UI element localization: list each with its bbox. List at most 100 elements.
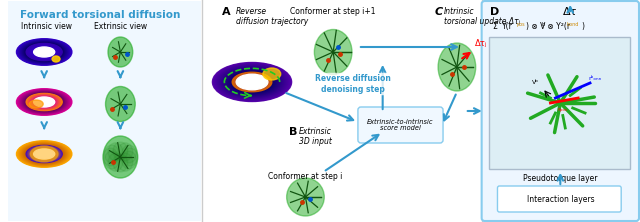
Ellipse shape	[22, 92, 66, 112]
Ellipse shape	[103, 136, 138, 178]
Text: A: A	[222, 7, 231, 17]
Ellipse shape	[35, 149, 54, 159]
Ellipse shape	[21, 91, 67, 113]
Ellipse shape	[19, 90, 69, 114]
Ellipse shape	[22, 144, 66, 164]
Text: Y(r: Y(r	[502, 22, 513, 31]
Ellipse shape	[239, 76, 265, 88]
Ellipse shape	[218, 65, 285, 99]
Ellipse shape	[40, 50, 49, 54]
Ellipse shape	[237, 75, 267, 89]
Ellipse shape	[27, 146, 61, 162]
Ellipse shape	[29, 100, 43, 108]
Ellipse shape	[30, 147, 58, 161]
Ellipse shape	[31, 148, 58, 160]
Ellipse shape	[438, 43, 476, 91]
Ellipse shape	[24, 145, 64, 164]
Ellipse shape	[263, 68, 281, 80]
Ellipse shape	[243, 78, 261, 86]
Ellipse shape	[17, 141, 72, 167]
Ellipse shape	[21, 143, 67, 165]
Ellipse shape	[228, 70, 276, 94]
Ellipse shape	[25, 93, 63, 111]
Ellipse shape	[41, 152, 47, 156]
Ellipse shape	[227, 70, 276, 94]
Ellipse shape	[18, 89, 70, 115]
Text: Reverse diffusion
denoising step: Reverse diffusion denoising step	[315, 74, 391, 94]
Ellipse shape	[19, 142, 70, 166]
Ellipse shape	[38, 99, 51, 105]
Ellipse shape	[223, 68, 281, 96]
Ellipse shape	[21, 41, 67, 63]
Ellipse shape	[118, 143, 132, 161]
Text: D: D	[490, 7, 499, 17]
Text: ) ⊗ V: ) ⊗ V	[526, 22, 545, 31]
Ellipse shape	[248, 80, 256, 84]
Ellipse shape	[30, 146, 58, 162]
Ellipse shape	[33, 97, 55, 107]
Ellipse shape	[104, 151, 119, 169]
Ellipse shape	[42, 51, 47, 53]
Ellipse shape	[314, 30, 352, 75]
Ellipse shape	[231, 72, 273, 92]
Text: rᵇₒₙₙ: rᵇₒₙₙ	[588, 76, 602, 81]
Ellipse shape	[38, 49, 50, 55]
Ellipse shape	[43, 51, 45, 53]
Ellipse shape	[34, 47, 54, 57]
Ellipse shape	[31, 46, 58, 58]
Ellipse shape	[20, 41, 68, 63]
Ellipse shape	[42, 153, 47, 155]
Ellipse shape	[38, 151, 51, 157]
Ellipse shape	[32, 46, 57, 58]
Ellipse shape	[230, 71, 274, 93]
Ellipse shape	[227, 69, 278, 95]
Text: Forward torsional diffusion: Forward torsional diffusion	[20, 10, 180, 20]
Ellipse shape	[35, 97, 54, 107]
Ellipse shape	[214, 63, 290, 101]
Ellipse shape	[113, 154, 128, 172]
Ellipse shape	[36, 48, 52, 56]
Ellipse shape	[35, 150, 53, 158]
FancyBboxPatch shape	[358, 107, 443, 143]
Text: Vᵇ: Vᵇ	[532, 80, 538, 85]
Text: Δτⱼ: Δτⱼ	[475, 39, 487, 48]
Ellipse shape	[36, 98, 52, 106]
Ellipse shape	[34, 97, 54, 107]
Ellipse shape	[212, 63, 292, 101]
Ellipse shape	[18, 141, 70, 166]
Ellipse shape	[118, 153, 132, 171]
Ellipse shape	[28, 94, 61, 110]
Ellipse shape	[22, 143, 67, 165]
Ellipse shape	[37, 99, 51, 105]
Ellipse shape	[33, 96, 56, 108]
Ellipse shape	[30, 95, 58, 109]
Ellipse shape	[22, 42, 67, 63]
Ellipse shape	[251, 81, 253, 83]
Ellipse shape	[41, 100, 47, 104]
Ellipse shape	[108, 143, 123, 161]
Ellipse shape	[33, 47, 55, 57]
Ellipse shape	[236, 74, 268, 90]
Ellipse shape	[30, 46, 58, 59]
Ellipse shape	[249, 81, 255, 83]
Ellipse shape	[245, 79, 259, 85]
Ellipse shape	[25, 145, 63, 163]
Ellipse shape	[40, 152, 49, 156]
Ellipse shape	[24, 42, 65, 62]
Text: Σ: Σ	[493, 22, 500, 31]
Ellipse shape	[32, 96, 57, 108]
Ellipse shape	[26, 44, 62, 61]
Ellipse shape	[22, 42, 66, 62]
Ellipse shape	[244, 78, 260, 86]
Ellipse shape	[42, 101, 47, 103]
Ellipse shape	[17, 39, 72, 65]
Ellipse shape	[31, 96, 58, 108]
Ellipse shape	[103, 148, 118, 166]
Ellipse shape	[17, 141, 71, 167]
Ellipse shape	[106, 87, 135, 121]
Ellipse shape	[27, 94, 61, 110]
Text: Reverse
diffusion trajectory: Reverse diffusion trajectory	[236, 7, 308, 26]
Ellipse shape	[36, 48, 52, 56]
Text: ): )	[582, 22, 584, 31]
Text: B: B	[289, 127, 297, 137]
